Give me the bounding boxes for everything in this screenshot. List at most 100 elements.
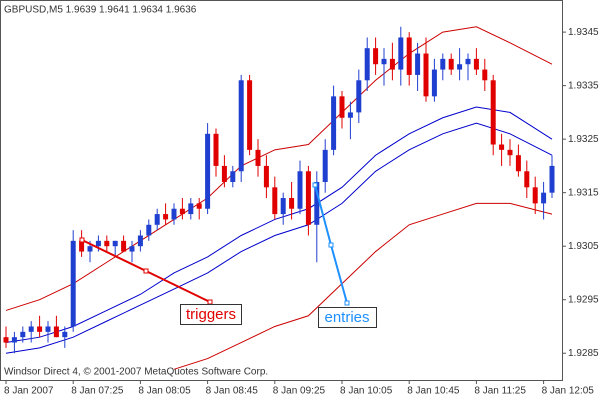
y-tick-label: 1.9315: [568, 187, 599, 198]
x-tick-label: 8 Jan 2007: [4, 386, 54, 397]
candle-body: [515, 155, 521, 172]
annotation: triggers: [186, 306, 236, 323]
candle-body: [230, 171, 236, 182]
candle-body: [331, 96, 337, 150]
candle-body: [163, 214, 169, 220]
x-tick-label: 8 Jan 10:45: [407, 386, 460, 397]
candle-body: [490, 80, 496, 145]
candle-body: [440, 58, 446, 70]
candle-body: [247, 80, 253, 150]
candle-body: [263, 165, 269, 188]
candle-body: [196, 203, 202, 209]
candle-body: [541, 192, 547, 204]
candle-body: [381, 58, 387, 65]
candle-body: [255, 149, 261, 166]
candle-body: [79, 240, 85, 252]
marker: [344, 300, 350, 306]
candle-body: [28, 326, 34, 332]
candle-body: [457, 64, 463, 70]
candle-body: [406, 37, 412, 75]
band-line: [5, 122, 553, 354]
candle-body: [373, 48, 379, 65]
candle-body: [524, 171, 530, 188]
candle-body: [112, 240, 118, 247]
candle-body: [121, 240, 127, 252]
candle-body: [213, 133, 219, 166]
chart-title: GBPUSD,M5 1.9639 1.9641 1.9634 1.9636: [4, 5, 197, 16]
candle-body: [179, 208, 185, 215]
candle-body: [465, 58, 471, 65]
candle-body: [473, 58, 479, 70]
plot-layer: [3, 26, 555, 370]
marker: [79, 237, 85, 243]
marker: [328, 242, 334, 248]
candle-body: [104, 240, 110, 247]
x-tick-label: 8 Jan 11:25: [474, 386, 526, 397]
candle-body: [305, 171, 311, 225]
candle-body: [53, 326, 59, 338]
candle-body: [37, 326, 43, 332]
candle-body: [3, 337, 9, 343]
plot-area: [0, 0, 563, 381]
y-tick-label: 1.9305: [568, 241, 599, 252]
candle-body: [11, 337, 17, 343]
candle-body: [95, 240, 101, 247]
candle-body: [314, 181, 320, 225]
candle-body: [448, 58, 454, 70]
candle-body: [532, 187, 538, 204]
candle-body: [280, 198, 286, 215]
candle-body: [45, 326, 51, 332]
candle-body: [549, 165, 555, 193]
entries-box: [318, 307, 377, 328]
y-tick-label: 1.9325: [568, 134, 599, 145]
candle-body: [297, 171, 303, 209]
candle-body: [129, 246, 135, 252]
candle-body: [398, 37, 404, 70]
triggers-box: [180, 304, 242, 325]
y-tick-label: 1.9295: [568, 294, 599, 305]
triggers-drawing: triggers: [79, 237, 242, 325]
candle-body: [87, 246, 93, 252]
annotation: entries: [324, 309, 369, 326]
marker: [207, 299, 213, 305]
band-line: [5, 106, 553, 344]
y-tick-label: 1.9285: [568, 348, 599, 359]
candle-body: [356, 80, 362, 113]
marker: [312, 182, 318, 188]
band-line: [5, 26, 553, 311]
candle-body: [171, 208, 177, 220]
marker: [143, 268, 149, 274]
candle-body: [289, 198, 295, 209]
candle-body: [322, 149, 328, 182]
candle-body: [499, 144, 505, 150]
x-tick-label: 8 Jan 08:05: [138, 386, 191, 397]
candle-body: [339, 96, 345, 118]
x-tick-label: 8 Jan 09:25: [273, 386, 326, 397]
entries-drawing: entries: [312, 182, 377, 328]
candle-body: [482, 69, 488, 81]
x-tick-label: 8 Jan 08:45: [206, 386, 259, 397]
candle-body: [389, 58, 395, 70]
candle-body: [62, 331, 68, 338]
candle-body: [205, 133, 211, 209]
candle-body: [507, 149, 513, 156]
candle-body: [20, 331, 26, 338]
candle-body: [347, 112, 353, 118]
candle-body: [272, 187, 278, 215]
x-tick-label: 8 Jan 10:05: [340, 386, 393, 397]
x-tick-label: 8 Jan 07:25: [71, 386, 124, 397]
candle-body: [137, 235, 143, 247]
candle-body: [146, 224, 152, 236]
band-line: [173, 202, 553, 370]
candle-body: [154, 214, 160, 225]
candle-body: [423, 53, 429, 97]
candle-body: [221, 165, 227, 182]
candle-body: [364, 48, 370, 81]
y-tick-label: 1.9345: [568, 27, 599, 38]
candle-body: [415, 53, 421, 75]
candle-body: [188, 203, 194, 215]
candle-body: [431, 69, 437, 97]
footer: Windsor Direct 4, © 2001-2007 MetaQuotes…: [4, 367, 268, 378]
y-tick-label: 1.9335: [568, 80, 599, 91]
